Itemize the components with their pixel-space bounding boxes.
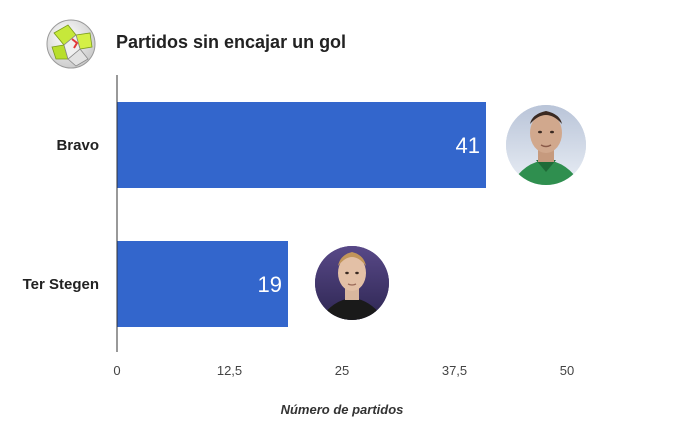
x-tick-label: 12,5 [217, 363, 242, 378]
chart-header: Partidos sin encajar un gol [0, 0, 690, 80]
x-tick-label: 25 [335, 363, 349, 378]
value-label-bravo: 41 [456, 133, 480, 158]
player-photo-ter-stegen [315, 246, 389, 320]
value-label-ter-stegen: 19 [258, 272, 282, 297]
soccer-ball-icon [46, 19, 96, 69]
x-tick-label: 37,5 [442, 363, 467, 378]
bar-ter-stegen [117, 241, 288, 327]
bar-bravo [117, 102, 486, 188]
x-tick-label: 0 [113, 363, 120, 378]
category-label-bravo: Bravo [56, 137, 99, 154]
x-tick-label: 50 [560, 363, 574, 378]
x-axis-title: Número de partidos [281, 402, 404, 417]
chart-title: Partidos sin encajar un gol [116, 32, 347, 52]
category-label-ter-stegen: Ter Stegen [23, 276, 99, 293]
player-photo-bravo [506, 105, 586, 185]
